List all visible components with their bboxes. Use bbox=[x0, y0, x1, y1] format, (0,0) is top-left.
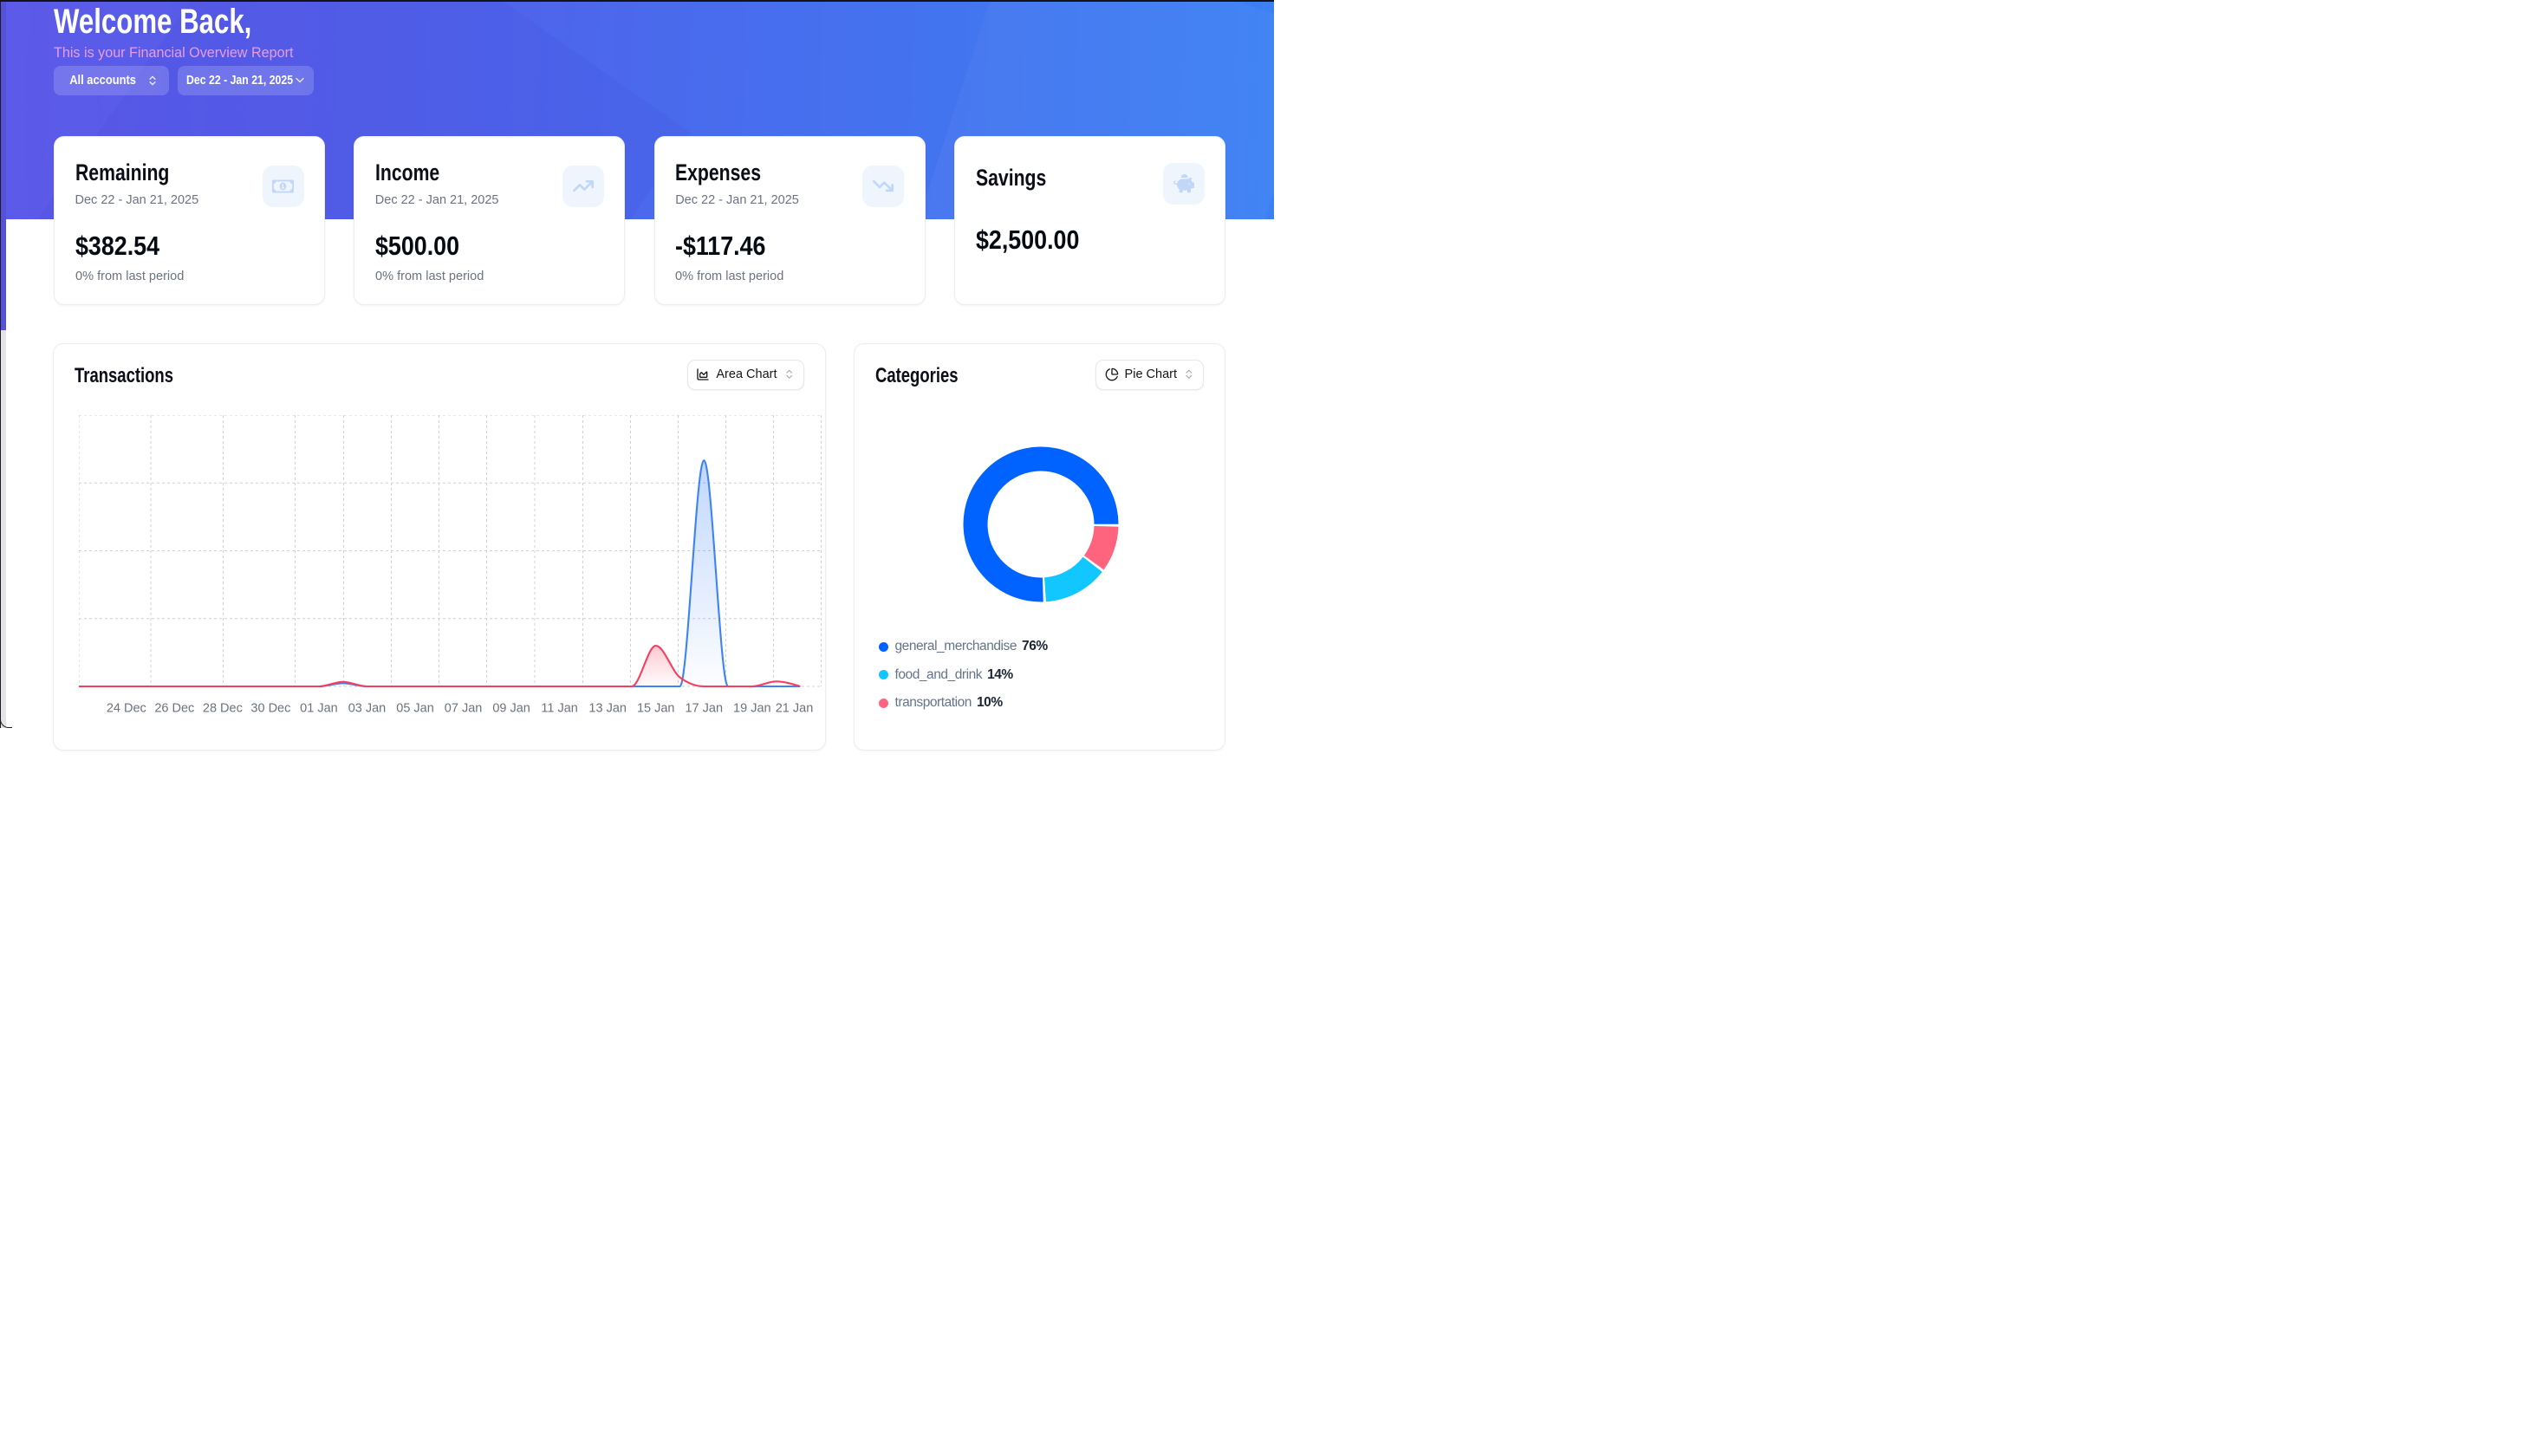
svg-text:28 Dec: 28 Dec bbox=[203, 702, 243, 716]
svg-text:05 Jan: 05 Jan bbox=[396, 702, 434, 716]
svg-text:09 Jan: 09 Jan bbox=[492, 702, 530, 716]
svg-text:21 Jan: 21 Jan bbox=[776, 702, 814, 716]
svg-text:19 Jan: 19 Jan bbox=[733, 702, 771, 716]
svg-text:07 Jan: 07 Jan bbox=[445, 702, 483, 716]
svg-text:30 Dec: 30 Dec bbox=[250, 702, 290, 716]
svg-text:11 Jan: 11 Jan bbox=[541, 702, 577, 716]
svg-text:17 Jan: 17 Jan bbox=[685, 702, 723, 716]
svg-text:24 Dec: 24 Dec bbox=[107, 702, 146, 716]
svg-text:26 Dec: 26 Dec bbox=[154, 702, 194, 716]
svg-text:03 Jan: 03 Jan bbox=[348, 702, 387, 716]
svg-text:13 Jan: 13 Jan bbox=[588, 702, 627, 716]
svg-text:01 Jan: 01 Jan bbox=[300, 702, 338, 716]
svg-text:15 Jan: 15 Jan bbox=[637, 702, 675, 716]
